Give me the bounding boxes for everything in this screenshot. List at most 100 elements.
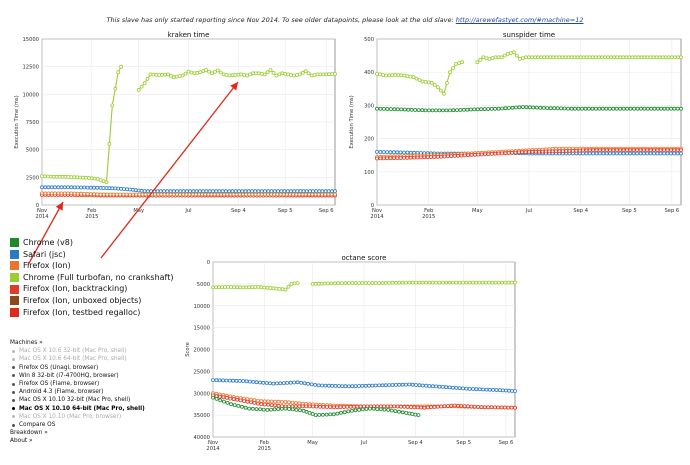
data-point	[137, 192, 142, 197]
data-point	[665, 106, 670, 111]
data-point	[676, 55, 680, 60]
bullet-icon	[12, 349, 15, 353]
legend-item[interactable]: Firefox (Ion, testbed regalloc)	[10, 307, 173, 319]
data-point	[190, 192, 195, 197]
data-point	[340, 384, 345, 389]
data-point	[231, 192, 236, 197]
data-point	[197, 192, 201, 197]
data-point	[395, 150, 400, 155]
data-point	[483, 280, 488, 285]
data-point	[398, 150, 403, 155]
data-point	[215, 68, 220, 73]
data-point	[600, 55, 604, 60]
bullet-icon	[12, 415, 15, 419]
data-point	[293, 404, 298, 409]
machine-item[interactable]: Mac OS X 10.10 64-bit (Mac Pro, shell)	[10, 405, 145, 413]
data-point	[378, 106, 383, 111]
data-point	[360, 383, 365, 388]
data-point	[292, 73, 296, 78]
data-point	[218, 394, 222, 399]
data-point	[79, 191, 83, 196]
data-point	[496, 280, 501, 285]
data-point	[82, 191, 87, 196]
data-point	[510, 150, 515, 155]
old-slave-link[interactable]: http://arewefastyet.com/#machine=12	[455, 16, 584, 24]
about-link[interactable]: About »	[10, 438, 33, 445]
data-point	[625, 151, 629, 156]
data-point	[309, 382, 314, 387]
data-point	[457, 386, 462, 391]
data-point	[392, 404, 397, 409]
y-tick-label: 300	[364, 103, 374, 109]
data-point	[505, 51, 510, 56]
data-point	[393, 280, 398, 285]
data-point	[420, 280, 425, 285]
machines-heading[interactable]: Machines »	[10, 340, 43, 346]
legend-item[interactable]: Firefox (Ion)	[10, 260, 173, 272]
data-point	[496, 405, 501, 410]
x-tick-label: Sep 4	[408, 440, 423, 446]
data-point	[454, 385, 459, 390]
data-point	[513, 150, 518, 155]
data-point	[466, 404, 470, 409]
data-point	[639, 55, 644, 60]
data-point	[601, 151, 606, 156]
data-point	[493, 106, 498, 111]
legend-item[interactable]: Firefox (Ion, backtracking)	[10, 283, 173, 295]
breakdown-link[interactable]: Breakdown »	[10, 430, 48, 437]
data-point	[444, 108, 449, 113]
data-point	[223, 189, 228, 194]
machine-item[interactable]: Firefox OS (Flame, browser)	[10, 380, 145, 388]
data-point	[269, 192, 274, 197]
data-point	[395, 107, 400, 112]
data-point	[280, 406, 284, 411]
data-point	[388, 156, 393, 161]
data-point	[424, 280, 429, 285]
data-point	[256, 398, 260, 403]
machine-item[interactable]: Firefox OS (Unagi, browser)	[10, 364, 145, 372]
data-point	[679, 151, 683, 156]
legend-item[interactable]: Firefox (Ion, unboxed objects)	[10, 295, 173, 307]
machine-item[interactable]: Win 8 32-bit (i7-4700HQ, browser)	[10, 372, 145, 380]
data-point	[325, 281, 330, 286]
data-point	[115, 192, 119, 197]
data-point	[111, 192, 116, 197]
data-point	[273, 403, 277, 408]
legend-item[interactable]: Chrome (v8)	[10, 237, 173, 249]
data-point	[399, 107, 404, 112]
machine-item[interactable]: Mac OS X 10.10 32-bit (Mac Pro, shell)	[10, 396, 145, 404]
legend-item[interactable]: Safari (jsc)	[10, 249, 173, 261]
data-point	[432, 405, 437, 409]
data-point	[445, 81, 449, 85]
data-point	[310, 281, 315, 286]
data-point	[262, 72, 267, 77]
data-point	[283, 72, 288, 76]
data-point	[638, 148, 643, 153]
data-point	[628, 106, 633, 111]
data-point	[314, 189, 319, 194]
machine-item[interactable]: Android 4.3 (Flame, browser)	[10, 388, 145, 396]
data-point	[322, 281, 327, 286]
data-point	[457, 61, 461, 65]
data-point	[101, 186, 106, 190]
data-point	[324, 405, 329, 409]
data-point	[92, 176, 97, 181]
data-point	[329, 189, 334, 194]
data-point	[320, 383, 325, 388]
data-point	[614, 106, 619, 111]
data-point	[145, 189, 150, 194]
data-point	[69, 191, 74, 196]
data-point	[402, 404, 407, 409]
data-point	[496, 151, 501, 156]
data-point	[491, 387, 496, 392]
data-point	[233, 189, 238, 194]
data-point	[437, 280, 442, 285]
data-point	[59, 191, 64, 196]
legend-item[interactable]: Chrome (Full turbofan, no crankshaft)	[10, 272, 173, 284]
data-point	[603, 55, 607, 60]
data-point	[275, 192, 280, 197]
machine-label: Mac OS X 10.10 (Mac Pro, browser)	[19, 413, 122, 420]
data-point	[304, 404, 309, 409]
machine-item[interactable]: Compare OS	[10, 421, 145, 429]
data-point	[278, 192, 283, 197]
